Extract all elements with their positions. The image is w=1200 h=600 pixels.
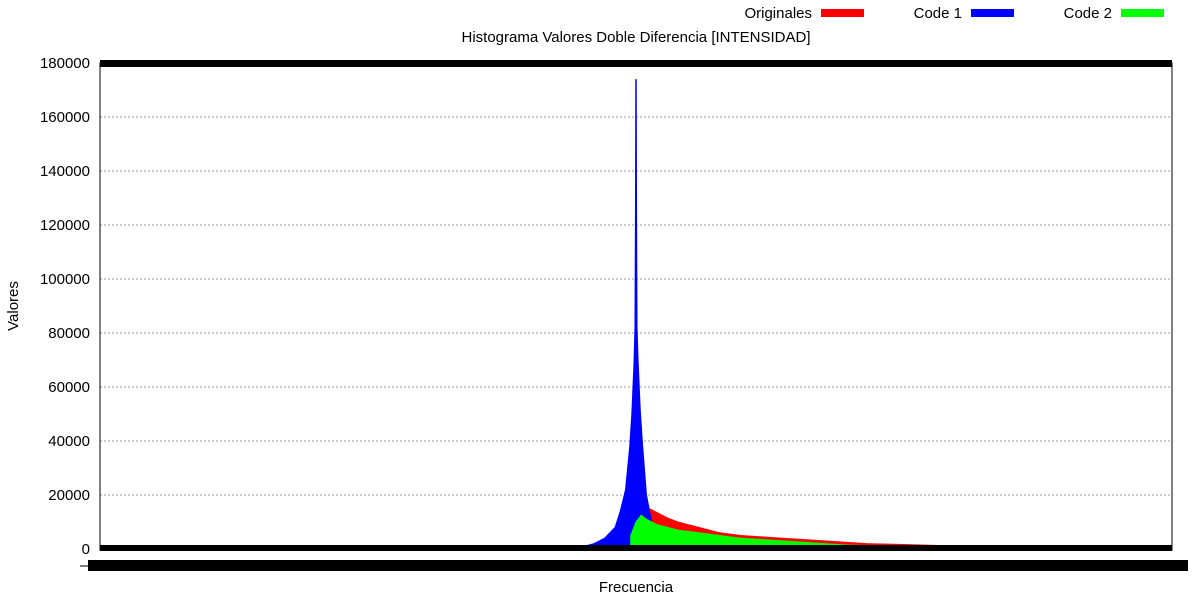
legend-label-code-2: Code 2 <box>1064 5 1112 22</box>
y-tick-label: 40000 <box>48 433 90 450</box>
y-tick-label: 180000 <box>40 55 90 72</box>
legend-swatch-code-1 <box>971 9 1014 17</box>
legend-label-originales: Originales <box>744 5 812 22</box>
x-axis-tick-band <box>80 560 1188 571</box>
legend-item-code-2: Code 2 <box>1064 5 1164 22</box>
legend-item-originales: Originales <box>744 5 864 22</box>
plot-top-border <box>100 60 1172 67</box>
legend-swatch-code-2 <box>1121 9 1164 17</box>
histogram-bars <box>551 79 1119 550</box>
y-tick-label: 100000 <box>40 271 90 288</box>
y-axis-ticks: 0 20000 40000 60000 80000 100000 120000 140000 1… <box>40 55 90 558</box>
y-tick-label: 60000 <box>48 379 90 396</box>
y-tick-label: 120000 <box>40 217 90 234</box>
y-tick-label: 140000 <box>40 163 90 180</box>
legend-label-code-1: Code 1 <box>914 5 962 22</box>
legend: Originales Code 1 Code 2 <box>744 5 1164 22</box>
legend-item-code-1: Code 1 <box>914 5 1014 22</box>
chart-title: Histograma Valores Doble Diferencia [INT… <box>461 29 810 46</box>
legend-swatch-originales <box>821 9 864 17</box>
y-axis-label: Valores <box>5 281 22 331</box>
plot-bottom-border <box>100 545 1172 551</box>
y-tick-label: 80000 <box>48 325 90 342</box>
y-tick-label: 20000 <box>48 487 90 504</box>
y-tick-label: 0 <box>82 541 90 558</box>
series-area-code-1 <box>551 79 668 550</box>
x-axis-label: Frecuencia <box>599 579 674 596</box>
y-tick-label: 160000 <box>40 109 90 126</box>
